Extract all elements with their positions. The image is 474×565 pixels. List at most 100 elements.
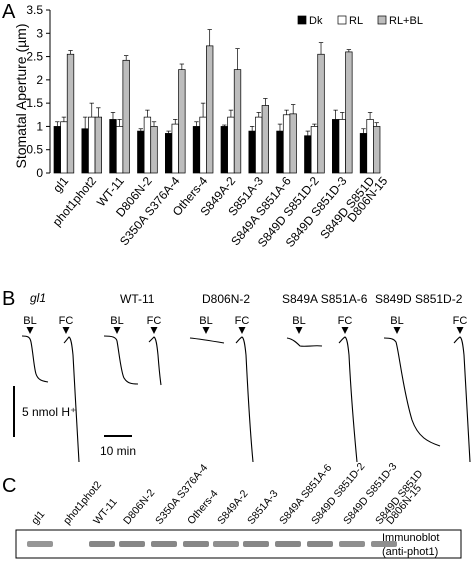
- marker-arrow: [26, 327, 34, 334]
- legend-swatch: [337, 15, 347, 25]
- panel-c-letter: C: [2, 475, 16, 497]
- trace-s849a-s851a6-bl: [286, 337, 323, 347]
- bar: [66, 53, 75, 174]
- scale-bar-x-label: 10 min: [100, 444, 136, 458]
- trace-gl1-fc: [63, 336, 80, 463]
- bar: [109, 119, 117, 174]
- legend-swatch: [377, 15, 387, 25]
- bar: [53, 126, 61, 174]
- y-tick-label: 2.5: [26, 50, 43, 64]
- blot-band: [339, 541, 365, 547]
- scale-bar-y-label: 5 nmol H⁺: [22, 405, 76, 419]
- bar: [143, 116, 152, 174]
- fc-marker-label: FC: [59, 315, 74, 327]
- bar: [81, 128, 89, 174]
- stimulus-markers: BL FC BL FC BL FC BL FC BL FC: [23, 315, 467, 334]
- legend-label: Dk: [309, 15, 323, 27]
- trace-wt11-bl: [103, 335, 139, 385]
- bar: [304, 135, 312, 174]
- bar: [220, 126, 228, 174]
- bar: [261, 105, 269, 174]
- blot-band: [371, 541, 397, 547]
- trace-label-s849d-s851d2: S849D S851D-2: [375, 292, 463, 306]
- marker-arrow: [456, 327, 464, 334]
- bar: [122, 59, 130, 174]
- fc-marker-label: FC: [338, 315, 353, 327]
- bl-marker-label: BL: [23, 315, 36, 327]
- y-tick-label: 1: [36, 119, 43, 133]
- bar: [373, 126, 381, 174]
- bar: [345, 51, 353, 174]
- bl-marker-label: BL: [199, 315, 212, 327]
- y-tick-label: 1.5: [26, 96, 43, 110]
- bar: [137, 130, 145, 174]
- blot-band: [275, 541, 301, 547]
- blot-band: [89, 541, 115, 547]
- blot-band: [27, 541, 53, 547]
- trace-label-wt11: WT-11: [120, 292, 155, 306]
- bar: [255, 116, 263, 174]
- bar: [317, 53, 325, 174]
- trace-label-s849a-s851a6: S849A S851A-6: [282, 292, 368, 306]
- bar: [199, 116, 207, 174]
- trace-wt11-fc: [148, 336, 162, 386]
- marker-arrow: [238, 327, 246, 334]
- y-tick-label: 0.5: [26, 143, 43, 157]
- lane-label: S849A-2: [215, 488, 251, 527]
- bar: [276, 130, 284, 174]
- lane-label: Others-4: [185, 488, 221, 527]
- blot-band: [213, 541, 239, 547]
- y-tick-label: 3.5: [26, 3, 43, 17]
- y-tick-label: 2: [36, 73, 43, 87]
- bar: [192, 126, 201, 174]
- fc-marker-label: FC: [235, 315, 250, 327]
- traces: [21, 335, 471, 463]
- panel-a-letter: A: [2, 1, 16, 23]
- fc-marker-label: FC: [147, 315, 162, 327]
- bar: [178, 69, 186, 174]
- y-tick-label: 3: [36, 26, 43, 40]
- legend-label: RL+BL: [389, 15, 423, 27]
- lane-label: WT-11: [91, 496, 120, 527]
- y-axis-label: Stomatal Aperture (µm): [13, 23, 29, 168]
- bar: [171, 123, 179, 174]
- blot-band: [307, 541, 333, 547]
- blot-bands: [27, 541, 397, 547]
- marker-arrow: [295, 327, 303, 334]
- bar: [150, 126, 158, 174]
- bl-marker-label: BL: [110, 315, 123, 327]
- marker-arrow: [393, 327, 401, 334]
- blot-label-line1: Immunoblot: [382, 532, 439, 544]
- marker-arrow: [62, 327, 70, 334]
- trace-label-gl1: gl1: [30, 291, 46, 305]
- bar: [206, 45, 214, 174]
- bars: [53, 29, 381, 174]
- lane-label: D806N-2: [121, 487, 157, 527]
- trace-d806n2-bl: [189, 337, 225, 344]
- bl-marker-label: BL: [292, 315, 305, 327]
- panel-b-letter: B: [2, 288, 15, 310]
- trace-s849a-s851a6-fc: [338, 336, 358, 463]
- legend-label: RL: [349, 15, 363, 27]
- bar: [359, 133, 368, 174]
- bar: [165, 133, 173, 174]
- bar: [282, 114, 291, 174]
- bar: [332, 119, 340, 174]
- blot-band: [243, 541, 269, 547]
- x-tick-label: gl1: [50, 174, 71, 196]
- bar: [289, 113, 297, 174]
- bar: [310, 126, 319, 174]
- fc-marker-label: FC: [453, 315, 468, 327]
- bar: [366, 119, 374, 174]
- bar: [248, 130, 256, 174]
- bar: [338, 119, 346, 174]
- lane-label: gl1: [29, 508, 47, 527]
- y-axis: 0 0.5 1 1.5 2 2.5 3 3.5: [26, 3, 51, 180]
- marker-arrow: [341, 327, 349, 334]
- bar: [94, 116, 103, 174]
- bl-marker-label: BL: [390, 315, 403, 327]
